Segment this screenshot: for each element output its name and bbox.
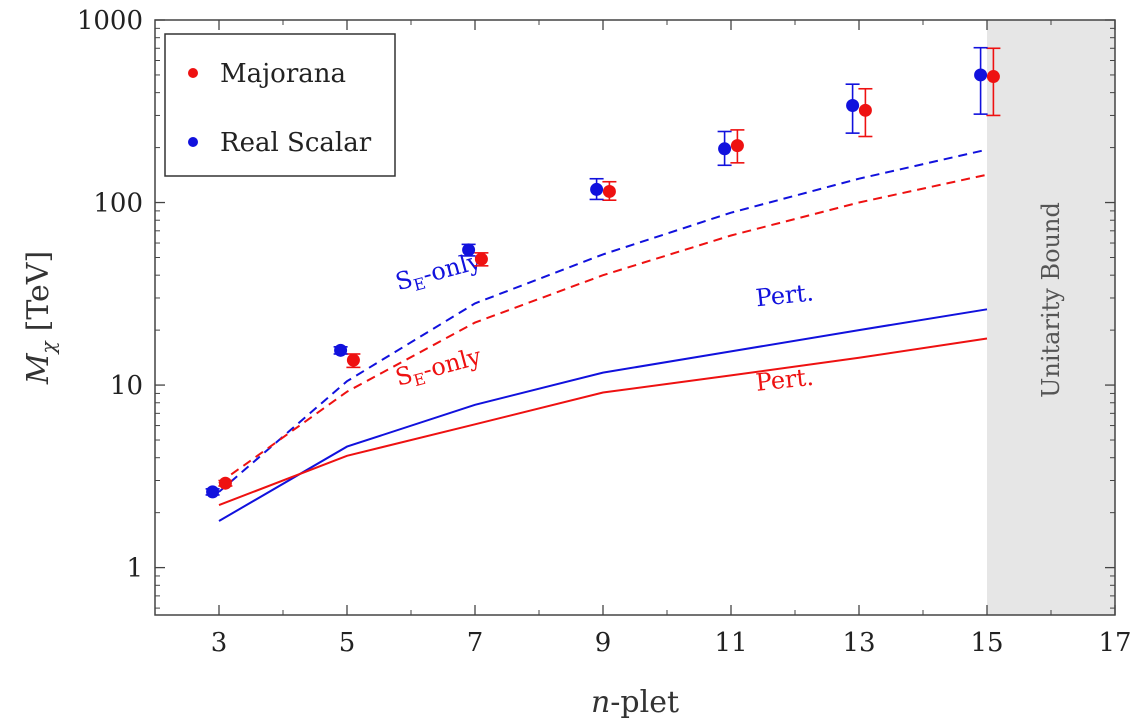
x-axis-label: n-plet [591,685,679,720]
data-point [334,343,348,357]
x-tick-label: 15 [970,628,1003,658]
legend-marker-majorana [188,68,198,78]
legend-box [164,33,396,177]
legend-marker-real-scalar [188,137,198,147]
curve-label: Pert. [754,278,815,312]
legend-label-majorana: Majorana [220,59,346,89]
unitarity-bound-region [987,20,1115,615]
y-tick-label: 1 [126,554,143,584]
y-axis-label-sub: χ [36,339,60,355]
data-point [986,70,1000,84]
x-tick-label: 5 [339,628,356,658]
solid-curve [218,308,988,522]
x-tick-label: 13 [842,628,875,658]
y-axis-label-unit: [TeV] [21,251,56,332]
dashed-curve [218,148,988,493]
data-point [206,485,220,499]
x-axis-ticks: 3 5 7 9 11 13 15 17 [154,20,1132,658]
legend-label-real-scalar: Real Scalar [220,128,372,158]
data-point [974,68,988,82]
data-point [730,139,744,153]
y-axis-label-var: M [21,352,56,385]
plot-frame [154,19,1116,616]
y-axis-label: Mχ [TeV] [21,251,60,385]
points-layer [205,46,1001,499]
unitarity-bound-label: Unitarity Bound [1037,202,1065,398]
y-axis-ticks: 1 10 100 1000 [77,6,1115,609]
data-point [590,182,604,196]
y-tick-label: 10 [110,371,143,401]
x-tick-label: 17 [1098,628,1131,658]
legend: Majorana Real Scalar [164,33,396,177]
dashed-curve [218,173,988,485]
x-tick-label: 11 [714,628,747,658]
x-tick-label: 9 [595,628,612,658]
curve-label: Pert. [754,363,815,397]
data-point [718,142,732,156]
data-point [846,99,860,113]
data-point [346,353,360,367]
data-point [858,103,872,117]
x-axis-label-var: n [591,685,610,720]
solid-curve [218,337,988,507]
data-point [602,184,616,198]
x-tick-label: 3 [211,628,228,658]
y-tick-label: 100 [93,189,143,219]
x-axis-label-rest: -plet [610,685,679,720]
y-tick-label: 1000 [77,6,143,36]
curve-label: SE-only [393,342,486,395]
x-tick-label: 7 [467,628,484,658]
data-point [218,476,232,490]
data-point [474,252,488,266]
data-point [462,243,476,257]
